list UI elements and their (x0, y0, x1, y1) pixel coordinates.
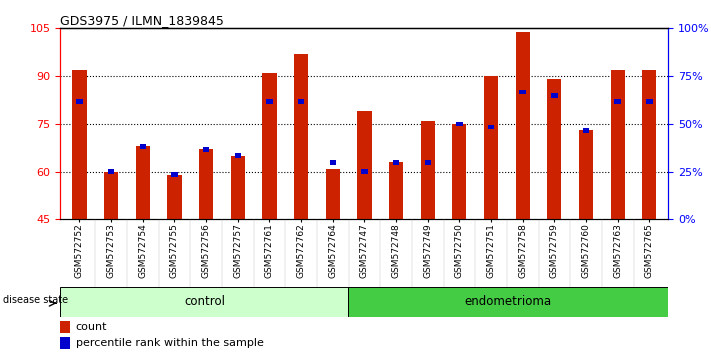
Bar (611, 70, 625, 219)
Bar (361, 169, 368, 174)
Text: control: control (184, 295, 225, 308)
Bar (230, 156, 245, 219)
Bar (60, 287, 348, 317)
Bar (421, 121, 435, 219)
Bar (484, 76, 498, 219)
Bar (266, 99, 272, 104)
Bar (515, 32, 530, 219)
Bar (104, 172, 118, 219)
Text: GSM572758: GSM572758 (518, 223, 527, 278)
Text: GSM572756: GSM572756 (202, 223, 210, 278)
Bar (108, 169, 114, 174)
Bar (520, 90, 526, 95)
Text: GSM572762: GSM572762 (296, 223, 306, 278)
Bar (235, 153, 241, 158)
Bar (389, 162, 403, 219)
Bar (357, 111, 372, 219)
Bar (199, 149, 213, 219)
Text: GSM572753: GSM572753 (107, 223, 116, 278)
Bar (424, 160, 431, 165)
Text: GSM572760: GSM572760 (582, 223, 591, 278)
Text: GSM572757: GSM572757 (233, 223, 242, 278)
Bar (551, 93, 557, 98)
Text: GSM572748: GSM572748 (392, 223, 400, 278)
Text: GSM572759: GSM572759 (550, 223, 559, 278)
Bar (136, 146, 150, 219)
Bar (456, 121, 463, 126)
Text: GSM572755: GSM572755 (170, 223, 179, 278)
Bar (167, 175, 181, 219)
Bar (139, 144, 146, 149)
Bar (76, 99, 82, 104)
Text: GSM572750: GSM572750 (455, 223, 464, 278)
Text: percentile rank within the sample: percentile rank within the sample (75, 338, 264, 348)
Bar (329, 160, 336, 165)
Bar (60, 321, 70, 333)
Text: GSM572751: GSM572751 (486, 223, 496, 278)
Bar (579, 130, 593, 219)
Bar (73, 70, 87, 219)
Text: endometrioma: endometrioma (465, 295, 552, 308)
Text: GSM572763: GSM572763 (613, 223, 622, 278)
Bar (614, 99, 621, 104)
Bar (642, 70, 656, 219)
Bar (583, 128, 589, 133)
Bar (262, 73, 277, 219)
Text: GSM572747: GSM572747 (360, 223, 369, 278)
Text: GSM572761: GSM572761 (265, 223, 274, 278)
Text: GSM572752: GSM572752 (75, 223, 84, 278)
Text: GDS3975 / ILMN_1839845: GDS3975 / ILMN_1839845 (60, 14, 224, 27)
Bar (393, 160, 400, 165)
Bar (646, 99, 653, 104)
Text: count: count (75, 322, 107, 332)
Bar (294, 54, 308, 219)
Bar (348, 287, 668, 317)
Bar (488, 125, 494, 130)
Bar (60, 337, 70, 349)
Bar (326, 169, 340, 219)
Text: GSM572765: GSM572765 (645, 223, 654, 278)
Text: GSM572749: GSM572749 (423, 223, 432, 278)
Bar (452, 124, 466, 219)
Bar (547, 79, 562, 219)
Text: GSM572764: GSM572764 (328, 223, 337, 278)
Text: disease state: disease state (3, 295, 68, 305)
Bar (171, 172, 178, 177)
Bar (298, 99, 304, 104)
Text: GSM572754: GSM572754 (138, 223, 147, 278)
Bar (203, 147, 209, 152)
